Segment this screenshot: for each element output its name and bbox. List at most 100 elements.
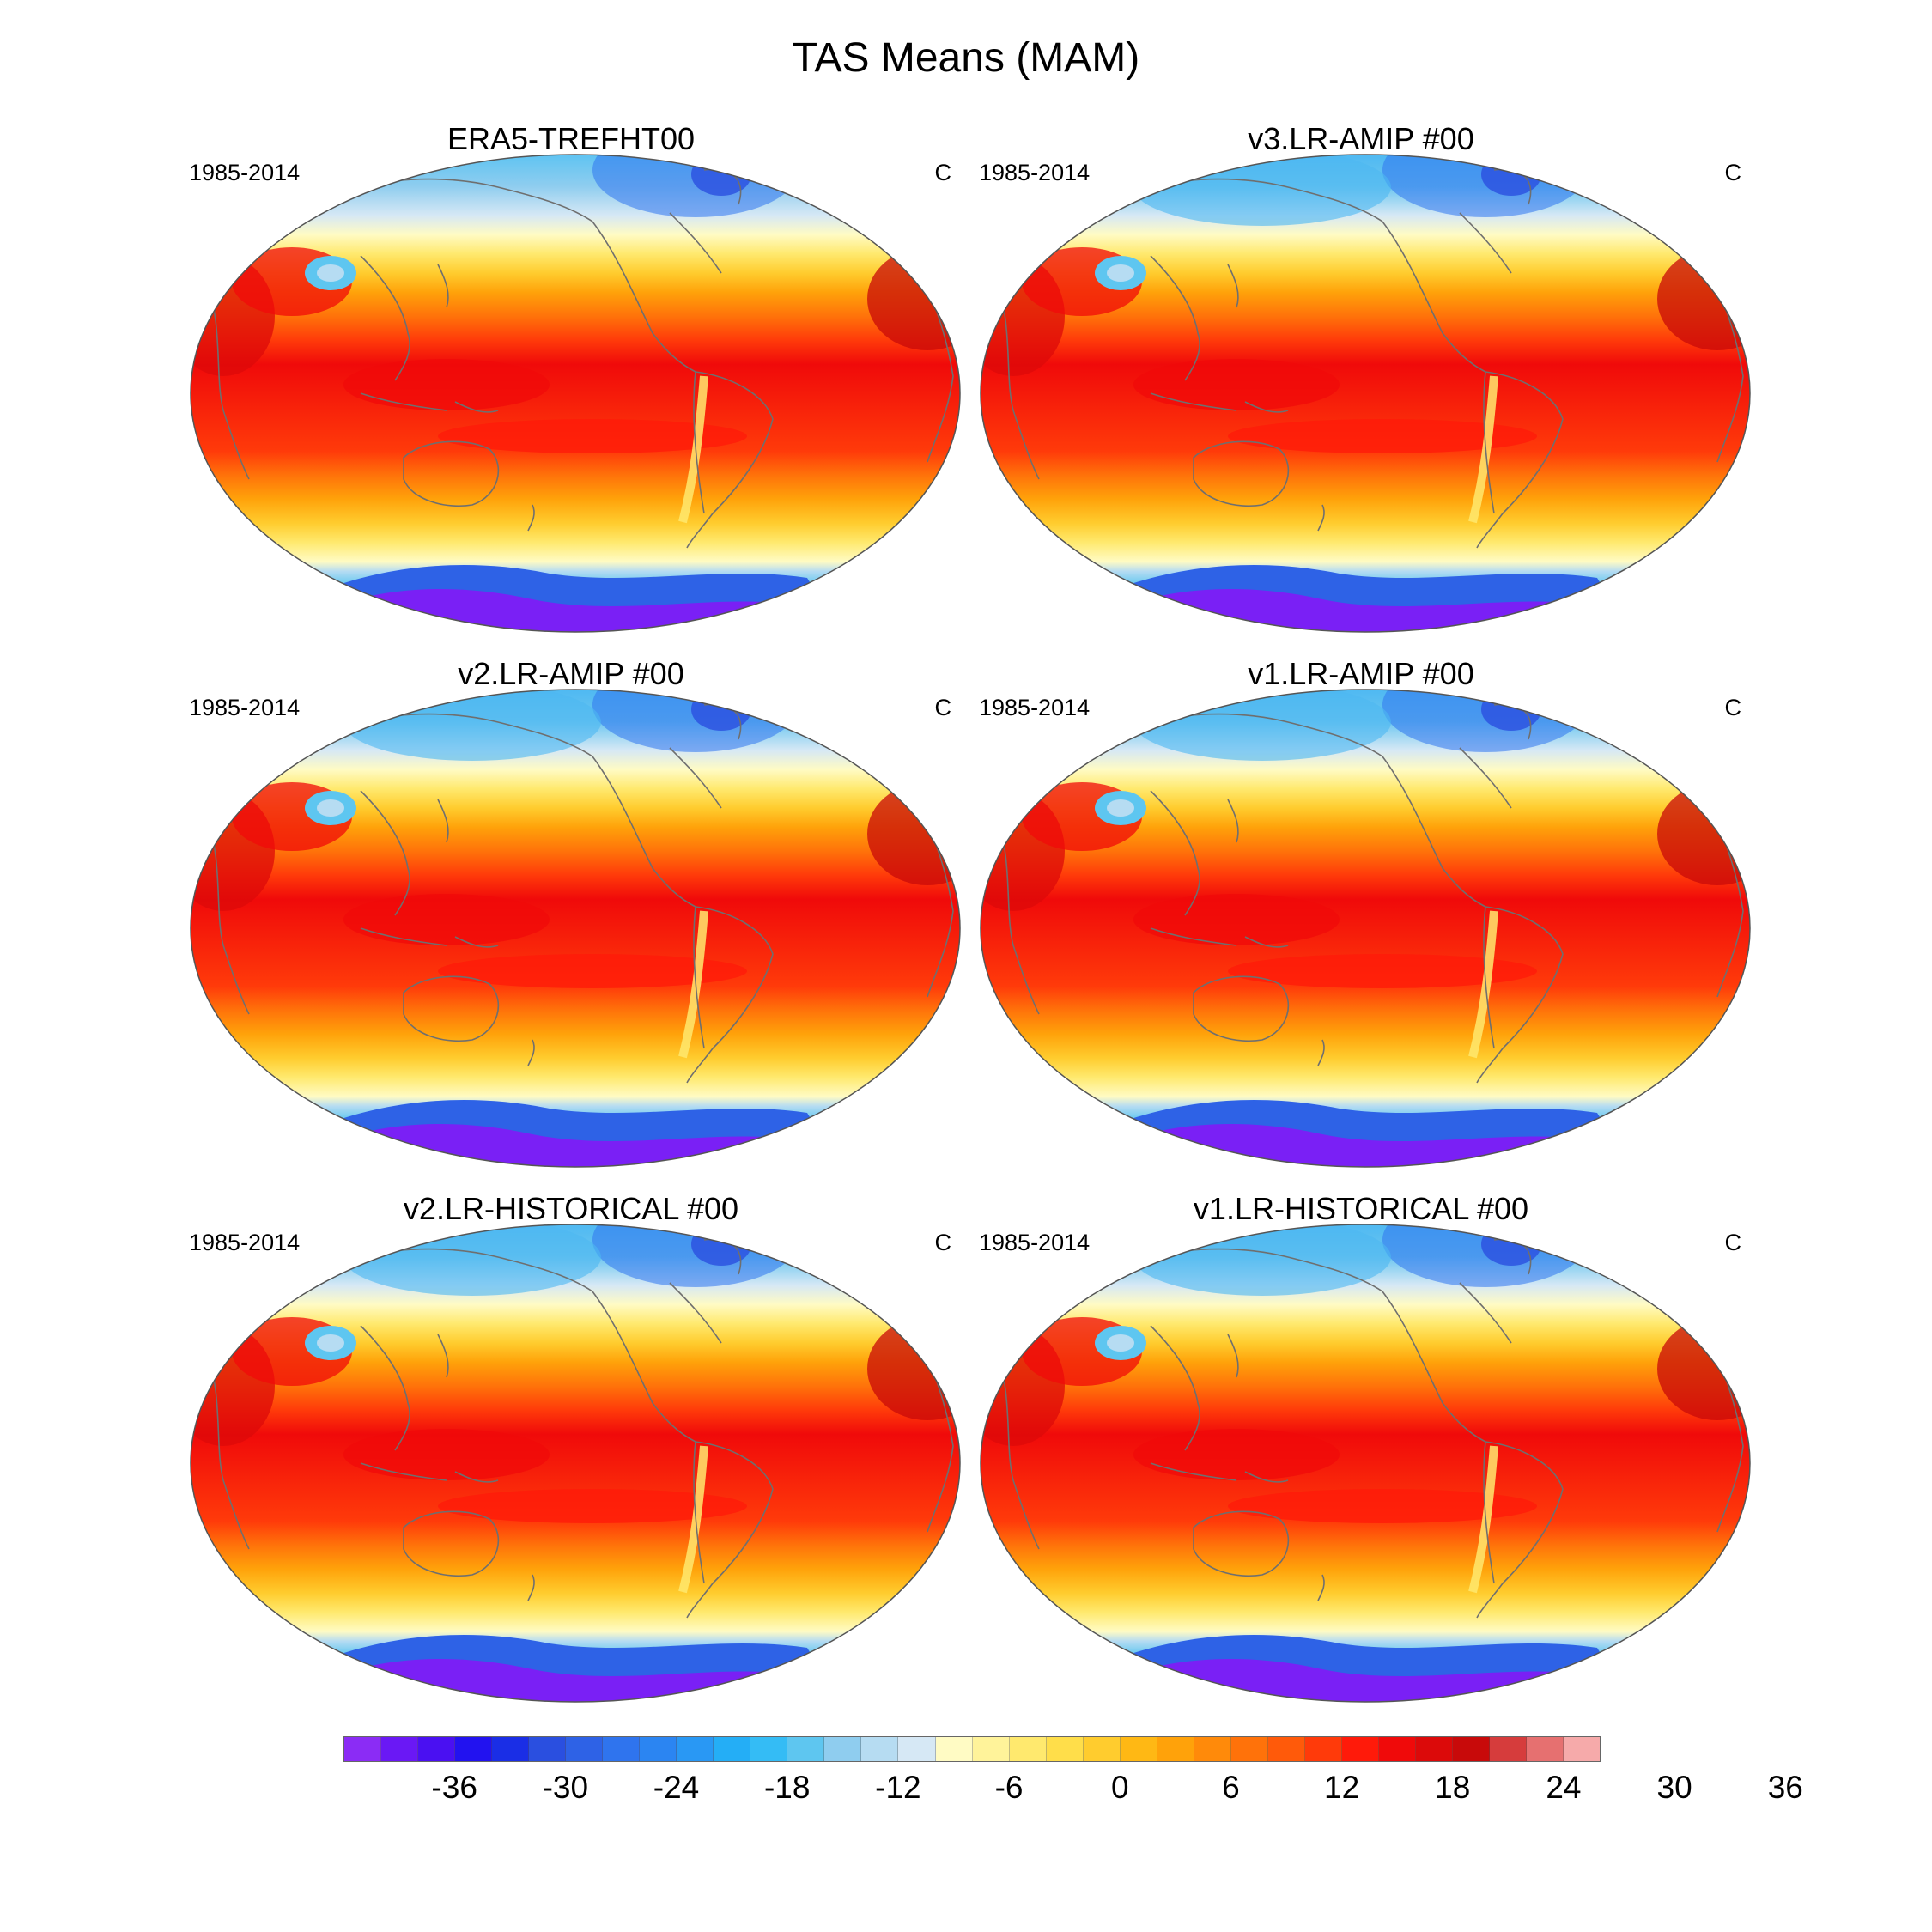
warm-region (1228, 419, 1537, 453)
coastline (1317, 504, 1325, 532)
map-panel-v1-historical: v1.LR-HISTORICAL #00 1985-2014 C (962, 1190, 1760, 1705)
coastline (527, 1039, 535, 1066)
colorbar-tick-label: -6 (994, 1770, 1024, 1805)
colorbar-swatch (1157, 1737, 1194, 1761)
colorbar-swatch (787, 1737, 825, 1761)
panel-period: 1985-2014 (979, 160, 1091, 185)
coastline (686, 1441, 774, 1619)
panel-units: C (1724, 695, 1742, 720)
panel-title: v2.LR-AMIP #00 (458, 656, 684, 691)
coastline (686, 371, 774, 549)
coastline (693, 906, 705, 1049)
coastline (205, 281, 250, 480)
panel-title: v1.LR-HISTORICAL #00 (1193, 1191, 1529, 1226)
warm-region (438, 1489, 747, 1523)
warm-region (1133, 359, 1340, 410)
warm-region (343, 894, 550, 945)
colorbar-tick-label: -30 (542, 1770, 589, 1805)
warm-region (343, 1429, 550, 1480)
coastline (995, 281, 1040, 480)
greenland-cold-region (1481, 690, 1541, 731)
warm-region (1228, 1489, 1537, 1523)
warm-region (1133, 894, 1340, 945)
colorbar-swatches (343, 1736, 1601, 1762)
tibet-core (317, 1334, 344, 1352)
greenland-cold-region (691, 1224, 751, 1266)
colorbar-swatch (861, 1737, 899, 1761)
colorbar-swatch (1489, 1737, 1527, 1761)
andes-cool-strip (1468, 1445, 1498, 1594)
coastline (360, 1462, 499, 1483)
panel-period: 1985-2014 (189, 160, 301, 185)
temperature-map (980, 1224, 1751, 1703)
coastline (592, 221, 696, 373)
colorbar-swatch (1230, 1737, 1268, 1761)
colorbar-swatch (418, 1737, 456, 1761)
colorbar-swatch (640, 1737, 677, 1761)
colorbar-tick-label: 18 (1435, 1770, 1471, 1805)
coastline (995, 816, 1040, 1015)
map-panel-era5: ERA5-TREFHT00 1985-2014 C (172, 120, 970, 635)
colorbar-tick-label: 30 (1656, 1770, 1692, 1805)
tibet-core (1107, 1334, 1134, 1352)
warm-region (343, 359, 550, 410)
colorbar-tick-label: 36 (1767, 1770, 1803, 1805)
warm-region (438, 419, 747, 453)
colorbar-swatch (1009, 1737, 1047, 1761)
colorbar-swatch (1046, 1737, 1084, 1761)
map-field (191, 690, 960, 1167)
temperature-gradient (981, 1224, 1750, 1702)
coastline (1150, 927, 1289, 948)
panel-units: C (934, 695, 952, 720)
greenland-cold-region (691, 155, 751, 196)
coastline (1382, 756, 1486, 908)
colorbar-tick-label: 0 (1110, 1770, 1129, 1805)
coastline (1193, 1510, 1290, 1577)
tibet-core (1107, 799, 1134, 817)
coastline (592, 1291, 696, 1443)
map-field (981, 690, 1750, 1167)
coastline (1227, 1334, 1239, 1378)
colorbar-swatch (1120, 1737, 1157, 1761)
coastline (360, 790, 410, 916)
coastline (693, 1441, 705, 1584)
map-border (190, 1224, 961, 1703)
coastline (1483, 906, 1495, 1049)
coastline (360, 927, 499, 948)
colorbar-swatch (344, 1737, 382, 1761)
colorbar-swatch (972, 1737, 1010, 1761)
tibet-core (317, 264, 344, 282)
coastline (1476, 371, 1564, 549)
greenland-cold-region (1481, 155, 1541, 196)
map-border (980, 689, 1751, 1168)
tibet-core (1107, 264, 1134, 282)
colorbar: -36 -30 -24 -18 -12 -6 0 6 12 18 24 30 36 (343, 1736, 1803, 1805)
coastline (1193, 440, 1290, 507)
coastline (1476, 1441, 1564, 1619)
panel-units: C (1724, 160, 1742, 185)
map-field (981, 1224, 1750, 1702)
coastline (1227, 799, 1239, 843)
coastline (1483, 1441, 1495, 1584)
colorbar-swatch (492, 1737, 530, 1761)
map-border (190, 154, 961, 633)
coastline (693, 371, 705, 514)
colorbar-tick-label: -18 (763, 1770, 811, 1805)
coastline (1150, 392, 1289, 413)
coastline (403, 440, 500, 507)
panel-units: C (934, 1230, 952, 1255)
map-field (191, 155, 960, 632)
colorbar-tick-label: 24 (1546, 1770, 1582, 1805)
coastline (592, 756, 696, 908)
panel-title: ERA5-TREFHT00 (447, 121, 696, 156)
coastline (1150, 255, 1200, 381)
temperature-gradient (191, 155, 960, 632)
map-panel-v1-amip: v1.LR-AMIP #00 1985-2014 C (962, 655, 1760, 1170)
map-panel-v2-historical: v2.LR-HISTORICAL #00 1985-2014 C (172, 1190, 970, 1705)
panel-period: 1985-2014 (979, 1230, 1091, 1255)
temperature-gradient (191, 690, 960, 1167)
coastline (403, 975, 500, 1042)
map-field (191, 1224, 960, 1702)
colorbar-swatch (1267, 1737, 1305, 1761)
coastline (1382, 221, 1486, 373)
